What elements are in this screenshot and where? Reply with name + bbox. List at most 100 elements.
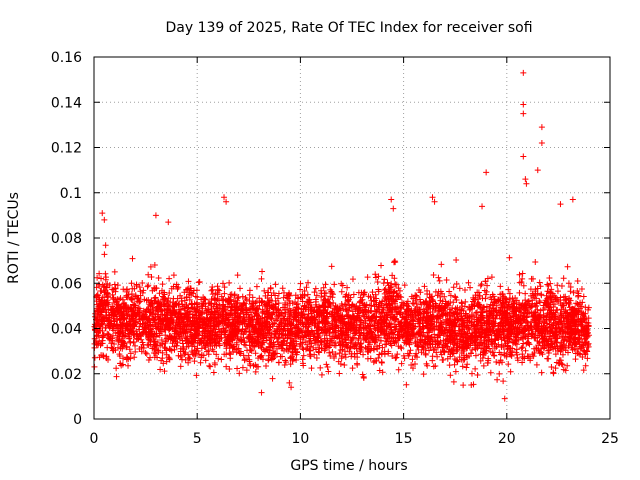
data-point	[529, 351, 536, 358]
data-point	[274, 338, 281, 345]
data-point	[248, 338, 255, 345]
data-point	[264, 346, 271, 353]
data-point	[533, 361, 540, 368]
data-point	[559, 361, 566, 368]
data-point	[484, 359, 491, 366]
data-point	[518, 345, 525, 352]
data-point	[357, 294, 364, 301]
data-point	[198, 354, 205, 361]
data-point	[467, 350, 474, 357]
data-point	[570, 325, 577, 332]
data-point	[472, 328, 479, 335]
data-point	[462, 339, 469, 346]
data-point	[361, 325, 368, 332]
data-point	[396, 329, 403, 336]
data-point	[453, 348, 460, 355]
data-point	[468, 381, 475, 388]
data-point	[497, 283, 504, 290]
data-point	[259, 322, 266, 329]
data-point	[295, 332, 302, 339]
data-point	[291, 331, 298, 338]
data-point	[355, 335, 362, 342]
data-point	[491, 296, 498, 303]
data-point	[362, 320, 369, 327]
data-point	[479, 354, 486, 361]
data-point	[373, 295, 380, 302]
data-point	[318, 318, 325, 325]
data-point	[319, 302, 326, 309]
data-point	[145, 282, 152, 289]
data-point	[273, 350, 280, 357]
data-point	[178, 317, 185, 324]
data-point	[581, 348, 588, 355]
data-point	[350, 291, 357, 298]
data-point	[474, 300, 481, 307]
data-point	[131, 323, 138, 330]
data-point	[451, 361, 458, 368]
data-point	[560, 366, 567, 373]
data-point	[204, 337, 211, 344]
data-point	[339, 346, 346, 353]
data-point	[519, 359, 526, 366]
data-point	[539, 330, 546, 337]
data-point	[329, 324, 336, 331]
data-point	[386, 321, 393, 328]
data-point	[342, 337, 349, 344]
data-point	[369, 289, 376, 296]
data-point	[409, 365, 416, 372]
data-point	[313, 292, 320, 299]
data-point	[437, 322, 444, 329]
data-point	[238, 328, 245, 335]
data-point	[147, 341, 154, 348]
data-point	[138, 344, 145, 351]
data-point	[153, 304, 160, 311]
data-point	[109, 291, 116, 298]
data-point	[543, 299, 550, 306]
data-point	[284, 301, 291, 308]
data-point	[258, 299, 265, 306]
data-point	[316, 349, 323, 356]
data-point	[113, 324, 120, 331]
data-point	[383, 309, 390, 316]
data-point	[473, 314, 480, 321]
data-point	[516, 329, 523, 336]
data-point	[325, 368, 332, 375]
data-point	[162, 345, 169, 352]
data-point	[123, 322, 130, 329]
data-point	[181, 351, 188, 358]
data-point	[521, 313, 528, 320]
data-point	[393, 354, 400, 361]
data-point	[535, 315, 542, 322]
data-point	[238, 330, 245, 337]
data-point	[553, 359, 560, 366]
data-point	[295, 319, 302, 326]
data-point	[421, 333, 428, 340]
data-point	[145, 336, 152, 343]
data-point	[537, 307, 544, 314]
data-point	[208, 301, 215, 308]
data-point	[451, 336, 458, 343]
data-point	[136, 299, 143, 306]
data-point	[141, 314, 148, 321]
data-point	[510, 300, 517, 307]
data-point	[188, 305, 195, 312]
data-point	[357, 321, 364, 328]
data-point	[489, 349, 496, 356]
data-point	[175, 333, 182, 340]
data-point	[300, 362, 307, 369]
data-point	[470, 313, 477, 320]
data-point	[510, 323, 517, 330]
data-point	[572, 356, 579, 363]
data-point	[487, 301, 494, 308]
data-point	[275, 334, 282, 341]
data-point	[335, 358, 342, 365]
data-point	[564, 362, 571, 369]
data-point	[395, 285, 402, 292]
data-point	[173, 281, 180, 288]
data-point	[506, 325, 513, 332]
data-point	[263, 337, 270, 344]
data-point	[266, 349, 273, 356]
data-point	[171, 343, 178, 350]
data-point	[558, 282, 565, 289]
data-point	[574, 277, 581, 284]
